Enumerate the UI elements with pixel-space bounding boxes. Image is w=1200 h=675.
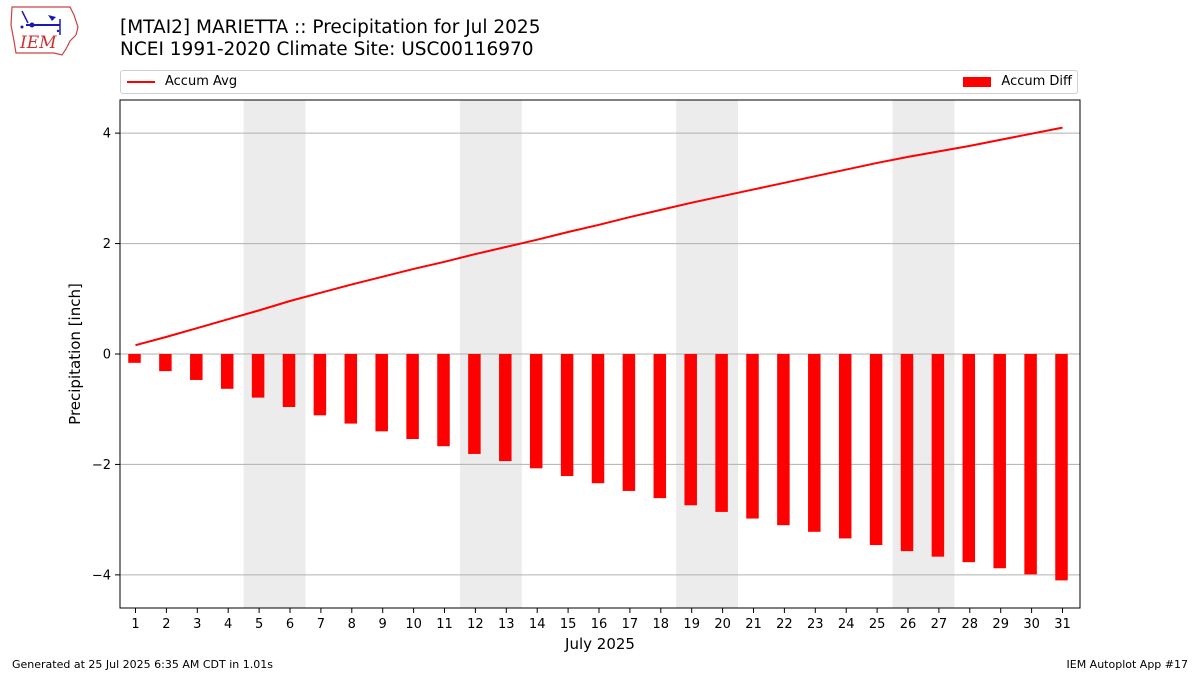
y-tick-label: 4 — [103, 127, 111, 142]
x-tick-label: 28 — [962, 617, 979, 632]
legend-label-accum-avg: Accum Avg — [165, 74, 238, 89]
chart-title: [MTAI2] MARIETTA :: Precipitation for Ju… — [120, 17, 540, 61]
iem-logo: IEM — [8, 5, 82, 59]
bar-accum-diff — [128, 354, 141, 363]
bar-accum-diff — [190, 354, 203, 380]
y-axis-label: Precipitation [inch] — [66, 283, 84, 425]
legend-item-accum-diff: Accum Diff — [963, 74, 1072, 89]
x-tick-label: 21 — [745, 617, 762, 632]
bar-accum-diff — [406, 354, 419, 440]
x-tick-label: 19 — [683, 617, 700, 632]
x-tick-label: 4 — [224, 617, 232, 632]
bar-accum-diff — [251, 354, 265, 398]
x-tick-label: 11 — [436, 617, 453, 632]
footer-generated: Generated at 25 Jul 2025 6:35 AM CDT in … — [12, 658, 273, 671]
x-tick-label: 20 — [714, 617, 731, 632]
x-tick-label: 9 — [379, 617, 387, 632]
y-tick-label: −2 — [92, 458, 111, 473]
bar-accum-diff — [962, 354, 976, 563]
bar-accum-diff — [1055, 354, 1068, 581]
bar-accum-diff — [529, 354, 543, 469]
bar-accum-diff — [282, 354, 296, 408]
legend-label-accum-diff: Accum Diff — [1001, 74, 1072, 89]
bar-accum-diff — [591, 354, 605, 484]
legend-line-swatch — [127, 80, 155, 83]
x-tick-label: 29 — [992, 617, 1009, 632]
title-line-2: NCEI 1991-2020 Climate Site: USC00116970 — [120, 39, 534, 60]
x-tick-label: 5 — [255, 617, 263, 632]
x-tick-label: 10 — [405, 617, 422, 632]
bar-accum-diff — [344, 354, 358, 424]
x-tick-label: 25 — [869, 617, 886, 632]
bar-accum-diff — [313, 354, 327, 416]
bar-accum-diff — [993, 354, 1006, 569]
bar-accum-diff — [746, 354, 759, 519]
x-tick-label: 7 — [317, 617, 325, 632]
x-tick-label: 12 — [467, 617, 484, 632]
bar-accum-diff — [159, 354, 172, 372]
x-tick-label: 27 — [931, 617, 948, 632]
line-accum-avg — [135, 126, 1063, 347]
bar-accum-diff — [869, 354, 883, 546]
bar-accum-diff — [499, 354, 512, 462]
x-tick-label: 16 — [591, 617, 608, 632]
x-tick-label: 3 — [193, 617, 201, 632]
x-tick-label: 26 — [900, 617, 917, 632]
bar-accum-diff — [437, 354, 450, 447]
x-tick-label: 23 — [807, 617, 824, 632]
bar-accum-diff — [468, 354, 481, 454]
x-tick-label: 8 — [348, 617, 356, 632]
legend-item-accum-avg: Accum Avg — [127, 74, 237, 89]
title-line-1: [MTAI2] MARIETTA :: Precipitation for Ju… — [120, 17, 541, 38]
x-axis-label: July 2025 — [564, 635, 635, 653]
x-tick-label: 30 — [1023, 617, 1040, 632]
bar-accum-diff — [808, 354, 821, 532]
y-tick-label: 2 — [103, 237, 111, 252]
x-tick-label: 6 — [286, 617, 294, 632]
bar-accum-diff — [653, 354, 667, 499]
bar-accum-diff — [684, 354, 697, 506]
legend: Accum Avg Accum Diff — [120, 70, 1078, 94]
bar-accum-diff — [715, 354, 728, 512]
bar-accum-diff — [838, 354, 852, 539]
x-tick-label: 17 — [622, 617, 639, 632]
x-tick-label: 22 — [776, 617, 793, 632]
x-tick-label: 14 — [529, 617, 546, 632]
x-tick-label: 31 — [1054, 617, 1071, 632]
x-tick-label: 24 — [838, 617, 855, 632]
y-tick-label: 0 — [103, 348, 111, 363]
bars-accum-diff — [128, 354, 1068, 581]
bar-accum-diff — [622, 354, 636, 491]
bar-accum-diff — [1024, 354, 1037, 575]
logo-text: IEM — [20, 33, 57, 53]
line-accum-avg-path — [135, 126, 1063, 347]
x-tick-label: 1 — [131, 617, 139, 632]
bar-accum-diff — [220, 354, 234, 389]
bar-accum-diff — [900, 354, 914, 552]
x-tick-label: 13 — [498, 617, 515, 632]
x-tick-label: 15 — [560, 617, 577, 632]
bar-accum-diff — [931, 354, 945, 557]
legend-bar-swatch — [963, 76, 992, 87]
bar-accum-diff — [375, 354, 388, 432]
bar-accum-diff — [560, 354, 574, 477]
footer-app: IEM Autoplot App #17 — [1066, 658, 1189, 671]
x-tick-label: 2 — [162, 617, 170, 632]
bar-accum-diff — [777, 354, 790, 526]
x-tick-label: 18 — [653, 617, 670, 632]
y-tick-label: −4 — [92, 568, 111, 583]
